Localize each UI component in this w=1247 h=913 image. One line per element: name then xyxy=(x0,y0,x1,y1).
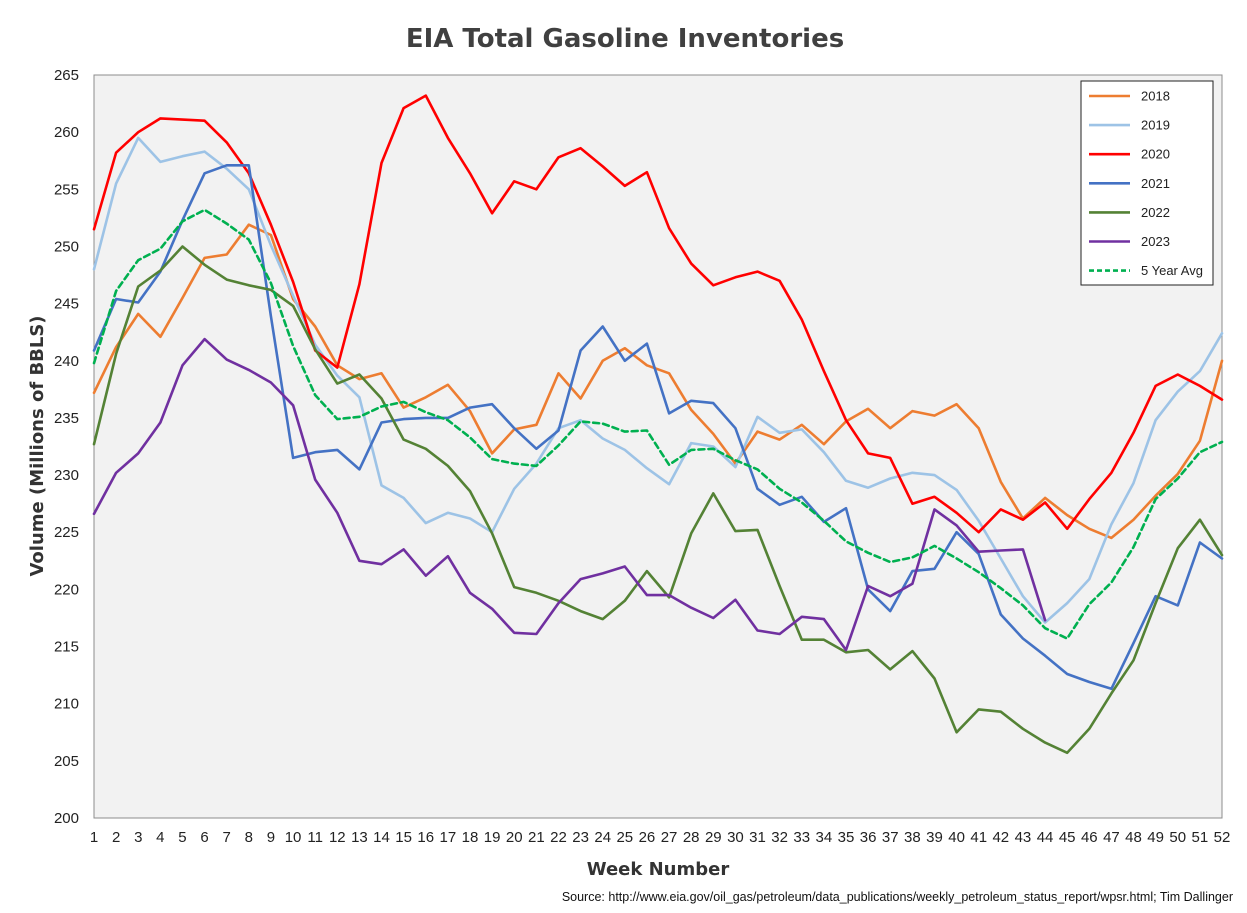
legend-label: 2020 xyxy=(1141,147,1170,162)
x-tick-label: 17 xyxy=(440,829,457,846)
x-tick-label: 18 xyxy=(462,829,479,846)
legend-label: 2023 xyxy=(1141,234,1170,249)
y-tick-label: 200 xyxy=(54,810,79,827)
x-tick-label: 6 xyxy=(200,829,208,846)
axis-ticks: 2002052102152202252302352402452502552602… xyxy=(54,67,1230,846)
x-tick-label: 46 xyxy=(1081,829,1098,846)
x-tick-label: 33 xyxy=(793,829,810,846)
x-tick-label: 21 xyxy=(528,829,545,846)
x-tick-label: 3 xyxy=(134,829,142,846)
legend-label: 2018 xyxy=(1141,89,1170,104)
x-tick-label: 41 xyxy=(970,829,987,846)
x-tick-label: 27 xyxy=(661,829,678,846)
y-tick-label: 205 xyxy=(54,753,79,770)
x-tick-label: 7 xyxy=(223,829,231,846)
legend-label: 2021 xyxy=(1141,176,1170,191)
legend: 2018 2019 2020 2021 2022 2023 5 Year Avg xyxy=(1080,80,1214,286)
x-tick-label: 8 xyxy=(245,829,253,846)
x-tick-label: 4 xyxy=(156,829,164,846)
x-tick-label: 42 xyxy=(992,829,1009,846)
x-tick-label: 2 xyxy=(112,829,120,846)
x-tick-label: 29 xyxy=(705,829,722,846)
series-lines xyxy=(92,94,1224,755)
x-tick-label: 28 xyxy=(683,829,700,846)
x-tick-label: 36 xyxy=(860,829,877,846)
x-tick-label: 16 xyxy=(417,829,434,846)
x-tick-label: 15 xyxy=(395,829,412,846)
y-tick-label: 230 xyxy=(54,467,79,484)
x-tick-label: 11 xyxy=(307,829,323,846)
x-tick-label: 48 xyxy=(1125,829,1142,846)
x-tick-label: 20 xyxy=(506,829,523,846)
y-axis-label: Volume (Millions of BBLS) xyxy=(27,315,48,576)
x-tick-label: 14 xyxy=(373,829,390,846)
series-line-2020 xyxy=(92,94,1224,534)
x-tick-label: 12 xyxy=(329,829,346,846)
y-tick-label: 215 xyxy=(54,639,79,656)
x-tick-label: 31 xyxy=(749,829,766,846)
x-tick-label: 52 xyxy=(1214,829,1231,846)
x-axis-label: Week Number xyxy=(587,859,730,880)
legend-label: 2022 xyxy=(1141,205,1170,220)
x-tick-label: 35 xyxy=(838,829,855,846)
source-note: Source: http://www.eia.gov/oil_gas/petro… xyxy=(562,890,1233,904)
x-tick-label: 10 xyxy=(285,829,302,846)
series-line-2019 xyxy=(92,136,1224,624)
x-tick-label: 22 xyxy=(550,829,567,846)
x-tick-label: 13 xyxy=(351,829,368,846)
x-tick-label: 43 xyxy=(1015,829,1032,846)
x-tick-label: 44 xyxy=(1037,829,1054,846)
x-tick-label: 38 xyxy=(904,829,921,846)
y-tick-label: 250 xyxy=(54,238,79,255)
x-tick-label: 39 xyxy=(926,829,943,846)
y-tick-label: 210 xyxy=(54,696,79,713)
series-line-2021 xyxy=(92,164,1224,691)
series-line-2018 xyxy=(92,223,1224,540)
x-tick-label: 34 xyxy=(816,829,833,846)
x-tick-label: 51 xyxy=(1192,829,1209,846)
chart-title: EIA Total Gasoline Inventories xyxy=(406,24,844,54)
series-line-2023 xyxy=(92,337,1047,652)
y-tick-label: 255 xyxy=(54,181,79,198)
legend-label: 2019 xyxy=(1141,118,1170,133)
y-tick-label: 240 xyxy=(54,353,79,370)
y-tick-label: 245 xyxy=(54,296,79,313)
series-line-5-year-avg xyxy=(92,208,1224,640)
x-tick-label: 19 xyxy=(484,829,501,846)
x-tick-label: 25 xyxy=(616,829,633,846)
legend-label: 5 Year Avg xyxy=(1141,263,1203,278)
x-tick-label: 32 xyxy=(771,829,788,846)
x-tick-label: 23 xyxy=(572,829,589,846)
x-tick-label: 24 xyxy=(594,829,611,846)
y-tick-label: 220 xyxy=(54,581,79,598)
x-tick-label: 26 xyxy=(639,829,656,846)
series-line-2022 xyxy=(92,245,1224,755)
x-tick-label: 1 xyxy=(90,829,98,846)
x-tick-label: 30 xyxy=(727,829,744,846)
x-tick-label: 50 xyxy=(1169,829,1186,846)
y-tick-label: 235 xyxy=(54,410,79,427)
x-tick-label: 47 xyxy=(1103,829,1120,846)
y-tick-label: 260 xyxy=(54,124,79,141)
x-tick-label: 40 xyxy=(948,829,965,846)
x-tick-label: 9 xyxy=(267,829,275,846)
x-tick-label: 5 xyxy=(178,829,186,846)
y-tick-label: 265 xyxy=(54,67,79,84)
x-tick-label: 45 xyxy=(1059,829,1076,846)
y-tick-label: 225 xyxy=(54,524,79,541)
x-tick-label: 49 xyxy=(1147,829,1164,846)
x-tick-label: 37 xyxy=(882,829,899,846)
